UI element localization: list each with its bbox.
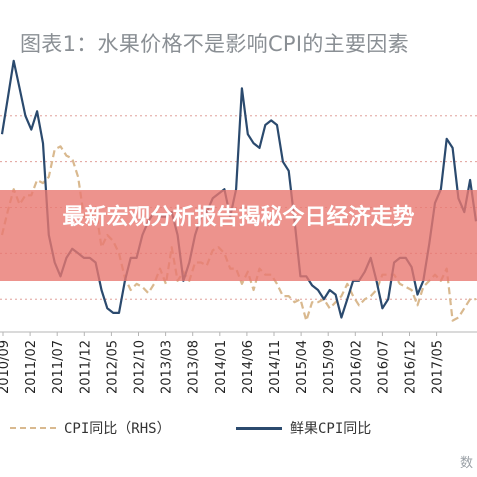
x-tick-label: 2013/03 — [160, 340, 175, 394]
legend-swatch-fresh-fruit — [236, 426, 282, 430]
x-tick-label: 2014/01 — [214, 340, 229, 394]
x-tick-label: 2010/09 — [0, 340, 12, 394]
x-tick-label: 2015/09 — [322, 340, 337, 394]
legend-label-fresh-fruit: 鲜果CPI同比 — [290, 421, 372, 437]
overlay-banner — [0, 190, 477, 281]
x-tick-label: 2013/08 — [187, 340, 202, 394]
x-tick-label: 2014/11 — [268, 340, 283, 394]
legend-swatch-cpi — [10, 427, 56, 429]
banner-headline: 最新宏观分析报告揭秘今日经济走势 — [62, 205, 415, 230]
x-tick-label: 2015/04 — [295, 340, 310, 394]
x-tick-label: 2011/02 — [24, 340, 39, 394]
x-tick-label: 2011/12 — [78, 340, 93, 394]
x-tick-label: 2012/05 — [105, 340, 120, 394]
legend-label-cpi: CPI同比（RHS） — [64, 421, 171, 437]
x-axis: 2010/09 2011/02 2011/07 2011/12 2012/05 2012/… — [0, 331, 477, 394]
chart-title: 图表1：水果价格不是影响CPI的主要因素 — [20, 32, 409, 56]
x-tick-label: 2016/07 — [376, 340, 391, 394]
legend: CPI同比（RHS） 鲜果CPI同比 — [0, 418, 477, 442]
x-tick-label: 2016/02 — [349, 340, 364, 394]
x-tick-label: 2011/07 — [51, 340, 66, 394]
x-tick-label: 2016/12 — [404, 340, 419, 394]
x-tick-label: 2012/10 — [133, 340, 148, 394]
legend-item-fresh-fruit: 鲜果CPI同比 — [236, 418, 371, 438]
x-tick-label: 2017/05 — [431, 340, 446, 394]
x-tick-label: 2014/06 — [241, 340, 256, 394]
watermark: 数 — [460, 456, 474, 471]
legend-item-cpi: CPI同比（RHS） — [10, 418, 171, 438]
